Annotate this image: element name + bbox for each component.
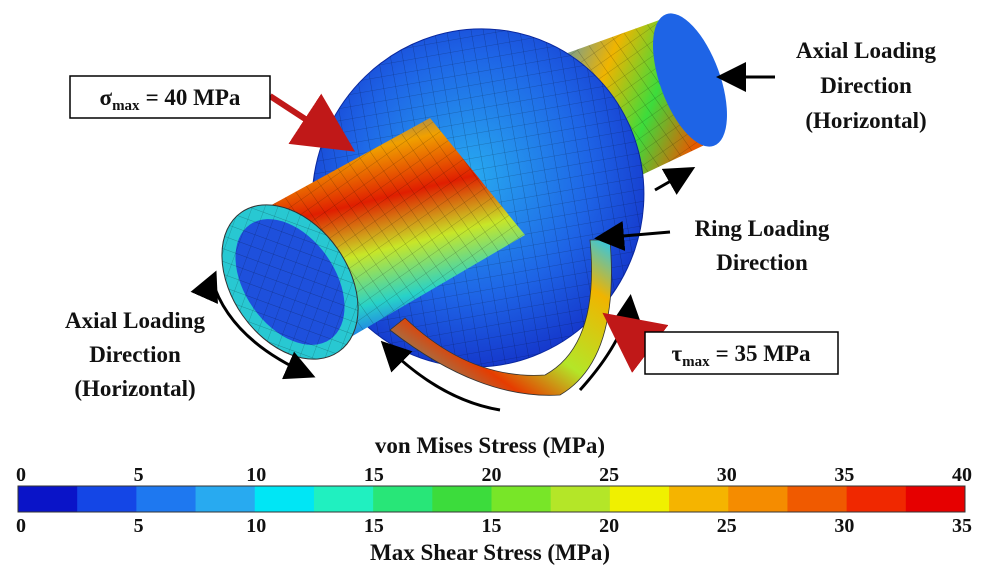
colorbar-segment — [787, 486, 847, 512]
colorbar-tick-label: 35 — [952, 515, 972, 537]
annotation-line: Direction — [716, 250, 808, 275]
colorbar-segment — [906, 486, 966, 512]
colorbar-segment — [432, 486, 492, 512]
annotation-line: Direction — [89, 342, 181, 367]
colorbar-segment — [18, 486, 78, 512]
annotation-line: Axial Loading — [796, 38, 936, 63]
colorbar-segment — [669, 486, 729, 512]
colorbar-tick-label: 5 — [134, 515, 144, 537]
colorbar-segment — [77, 486, 137, 512]
annotation-line: Ring Loading — [695, 216, 830, 241]
colorbar-tick-label: 40 — [952, 464, 972, 486]
annotation-line: (Horizontal) — [74, 376, 195, 401]
colorbar-tick-label: 25 — [717, 515, 737, 537]
colorbar-tick-label: 20 — [482, 464, 502, 486]
colorbar-segment — [196, 486, 256, 512]
colorbar-tick-label: 30 — [717, 464, 737, 486]
colorbar-tick-label: 5 — [134, 464, 144, 486]
colorbar-tick-label: 10 — [246, 464, 266, 486]
colorbar-tick-label: 10 — [246, 515, 266, 537]
colorbar-segment — [847, 486, 907, 512]
colorbar-tick-label: 35 — [834, 464, 854, 486]
colorbar-segment — [492, 486, 552, 512]
colorbar-tick-label: 25 — [599, 464, 619, 486]
figure: σmax= 40 MPa τmax= 35 MPa Axial LoadingD… — [0, 0, 982, 567]
annotation-line: Axial Loading — [65, 308, 205, 333]
colorbar-tick-label: 30 — [834, 515, 854, 537]
annotation-line: (Horizontal) — [805, 108, 926, 133]
colorbar-tick-label: 15 — [364, 515, 384, 537]
colorbar-segment — [136, 486, 196, 512]
colorbar-segment — [728, 486, 788, 512]
annotation-line: Direction — [820, 73, 912, 98]
colorbar-segment — [551, 486, 611, 512]
colorbar-tick-label: 15 — [482, 515, 502, 537]
colorbar-title: Max Shear Stress (MPa) — [370, 540, 610, 565]
colorbar-segment — [255, 486, 315, 512]
colorbar-title: von Mises Stress (MPa) — [375, 433, 605, 458]
colorbar-segment — [373, 486, 433, 512]
colorbar-tick-label: 20 — [599, 515, 619, 537]
colorbar-tick-label: 15 — [364, 464, 384, 486]
colorbar-segment — [610, 486, 670, 512]
colorbar-segment — [314, 486, 374, 512]
colorbar-tick-label: 0 — [16, 464, 26, 486]
colorbar-tick-label: 0 — [16, 515, 26, 537]
